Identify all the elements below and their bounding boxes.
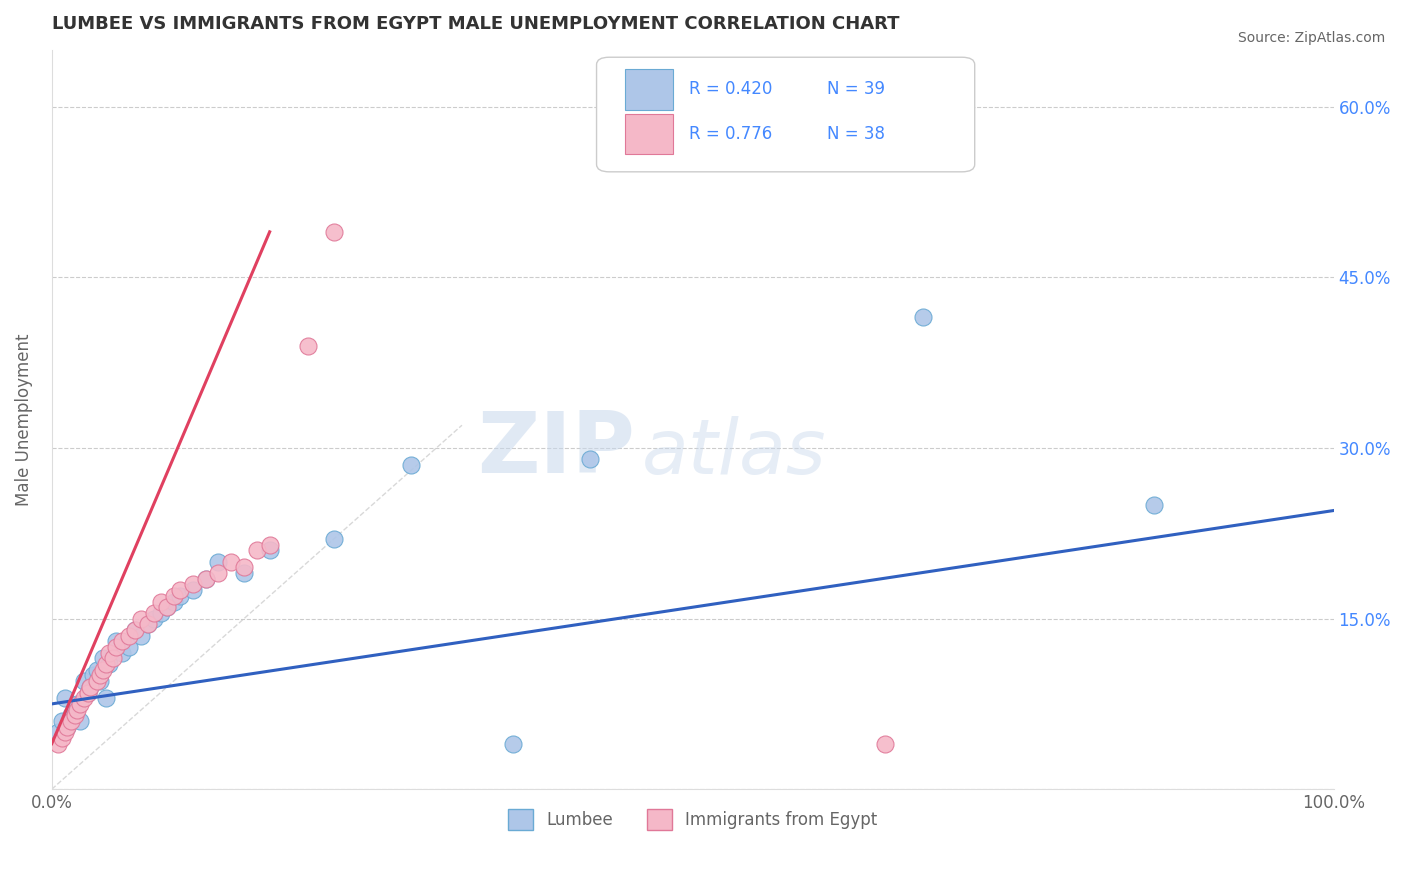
Point: [131, 629, 153, 643]
Point: [82, 668, 104, 682]
Point: [111, 634, 134, 648]
Point: [46, 725, 69, 739]
Point: [76, 685, 98, 699]
Point: [143, 611, 166, 625]
Point: [124, 623, 146, 637]
Point: [63, 703, 86, 717]
Text: Source: ZipAtlas.com: Source: ZipAtlas.com: [1237, 31, 1385, 45]
Point: [194, 572, 217, 586]
Point: [76, 685, 98, 699]
Point: [69, 714, 91, 728]
FancyBboxPatch shape: [624, 69, 673, 110]
Point: [259, 538, 281, 552]
Point: [156, 600, 179, 615]
FancyBboxPatch shape: [624, 114, 673, 154]
Point: [56, 720, 79, 734]
Text: R = 0.776: R = 0.776: [689, 125, 772, 143]
Point: [51, 714, 73, 728]
Point: [104, 640, 127, 654]
Point: [181, 577, 204, 591]
Point: [111, 646, 134, 660]
Point: [162, 589, 184, 603]
Point: [873, 737, 896, 751]
Point: [162, 594, 184, 608]
Point: [89, 668, 111, 682]
Point: [59, 714, 82, 728]
Point: [912, 310, 935, 325]
Point: [579, 452, 602, 467]
Point: [98, 657, 121, 671]
Text: atlas: atlas: [641, 416, 825, 490]
Point: [66, 697, 89, 711]
Y-axis label: Male Unemployment: Male Unemployment: [15, 334, 32, 506]
Point: [104, 634, 127, 648]
Text: N = 38: N = 38: [827, 125, 886, 143]
Text: LUMBEE VS IMMIGRANTS FROM EGYPT MALE UNEMPLOYMENT CORRELATION CHART: LUMBEE VS IMMIGRANTS FROM EGYPT MALE UNE…: [52, 15, 900, 33]
Point: [86, 663, 108, 677]
Text: ZIP: ZIP: [477, 408, 636, 491]
Point: [181, 583, 204, 598]
Point: [169, 583, 191, 598]
Point: [94, 691, 117, 706]
Point: [131, 611, 153, 625]
Point: [79, 680, 101, 694]
Point: [143, 606, 166, 620]
Point: [136, 617, 159, 632]
Point: [73, 674, 96, 689]
Point: [118, 640, 141, 654]
Point: [149, 606, 172, 620]
Point: [219, 555, 242, 569]
Point: [246, 543, 269, 558]
Point: [233, 566, 256, 580]
Point: [63, 708, 86, 723]
Point: [169, 589, 191, 603]
Point: [89, 674, 111, 689]
Point: [103, 651, 125, 665]
Point: [502, 737, 524, 751]
Point: [156, 600, 179, 615]
Point: [149, 594, 172, 608]
Point: [86, 674, 108, 689]
Point: [91, 651, 114, 665]
Point: [322, 225, 344, 239]
Point: [233, 560, 256, 574]
Point: [66, 703, 89, 717]
Text: N = 39: N = 39: [827, 80, 886, 98]
Point: [69, 697, 91, 711]
Point: [94, 657, 117, 671]
Point: [56, 720, 79, 734]
FancyBboxPatch shape: [596, 57, 974, 172]
Point: [118, 629, 141, 643]
Legend: Lumbee, Immigrants from Egypt: Lumbee, Immigrants from Egypt: [502, 803, 884, 837]
Point: [79, 680, 101, 694]
Point: [1143, 498, 1166, 512]
Point: [124, 623, 146, 637]
Point: [59, 708, 82, 723]
Point: [259, 543, 281, 558]
Point: [46, 737, 69, 751]
Point: [53, 691, 76, 706]
Point: [194, 572, 217, 586]
Point: [53, 725, 76, 739]
Point: [322, 532, 344, 546]
Text: R = 0.420: R = 0.420: [689, 80, 772, 98]
Point: [73, 691, 96, 706]
Point: [51, 731, 73, 745]
Point: [98, 646, 121, 660]
Point: [297, 338, 319, 352]
Point: [136, 617, 159, 632]
Point: [207, 555, 229, 569]
Point: [91, 663, 114, 677]
Point: [399, 458, 422, 472]
Point: [207, 566, 229, 580]
